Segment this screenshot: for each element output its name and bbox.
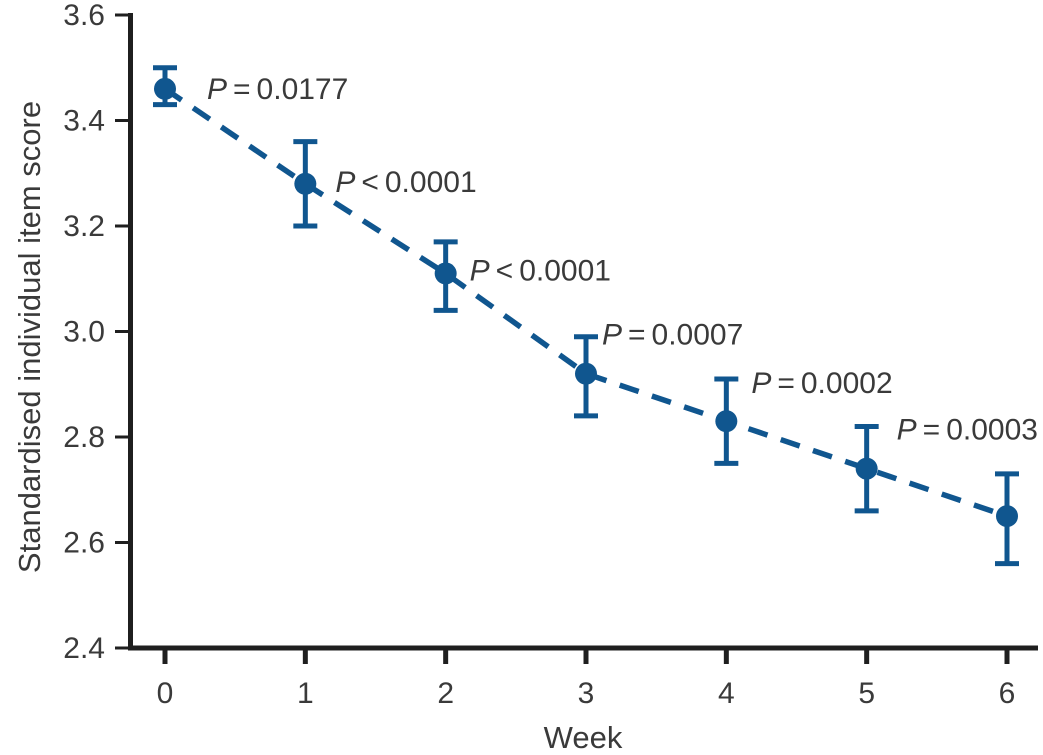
x-tick-labels: 0 1 2 3 4 5 6: [157, 677, 1016, 710]
x-tick-label: 1: [297, 677, 314, 710]
y-tick-label: 2.8: [63, 421, 105, 454]
x-tick-label: 3: [578, 677, 595, 710]
y-tick-labels: 2.4 2.6 2.8 3.0 3.2 3.4 3.6: [63, 0, 105, 665]
y-tick-label: 3.0: [63, 316, 105, 349]
y-tick-label: 2.4: [63, 632, 105, 665]
p-value-annotation: P < 0.0001: [335, 166, 476, 199]
p-value-annotation: P = 0.0007: [602, 319, 743, 352]
p-value-annotation: P = 0.0003: [897, 414, 1038, 447]
p-value-annotations-layer: P = 0.0177 P < 0.0001 P < 0.0001 P = 0.0007…: [207, 73, 1038, 447]
x-tick-label: 0: [157, 677, 174, 710]
x-tick-marks: [162, 650, 1010, 664]
x-axis-title: Week: [544, 720, 623, 755]
error-bars-layer: [153, 65, 1019, 567]
data-point: [434, 262, 457, 285]
data-point: [294, 172, 317, 195]
y-axis-title: Standardised individual item score: [12, 101, 47, 573]
y-tick-label: 3.4: [63, 105, 105, 138]
x-tick-label: 4: [718, 677, 735, 710]
x-tick-label: 5: [858, 677, 875, 710]
x-tick-label: 2: [437, 677, 454, 710]
data-point: [154, 77, 176, 100]
data-point: [574, 362, 597, 385]
y-tick-label: 3.2: [63, 210, 105, 243]
data-point: [995, 505, 1018, 528]
p-value-annotation: P = 0.0177: [207, 73, 348, 106]
y-tick-label: 2.6: [63, 527, 105, 560]
data-points-layer: [154, 77, 1018, 528]
data-point: [715, 410, 738, 433]
x-tick-label: 6: [999, 677, 1016, 710]
y-tick-label: 3.6: [63, 0, 105, 32]
trend-line-layer: [163, 86, 1008, 519]
data-point: [855, 457, 878, 480]
trend-line: [163, 86, 1008, 519]
p-value-annotation: P < 0.0001: [470, 254, 611, 287]
y-tick-marks: [115, 13, 128, 650]
p-value-annotation: P = 0.0002: [751, 367, 892, 400]
